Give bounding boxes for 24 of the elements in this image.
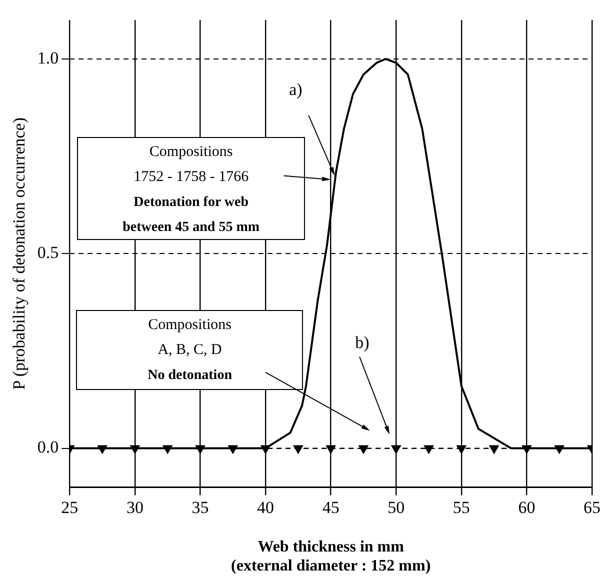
x-tick-label: 45 [322,498,340,517]
x-tick-label: 60 [518,498,536,517]
x-tick-label: 50 [388,498,405,517]
x-tick-label: 55 [452,498,470,517]
annotation: No detonation [146,367,233,386]
annotation: Detonation for web [132,194,250,212]
annotation: between 45 and 55 mm [122,218,261,237]
annotation: 1752 - 1758 - 1766 [132,168,250,187]
annotation: Compositions [147,316,232,336]
x-tick-label: 65 [584,498,600,517]
y-tick-label: 1.0 [37,48,59,68]
annotation: b) [355,333,370,354]
y-axis-title: P (probability of detonation occurrence) [10,117,29,390]
x-axis-title: Web thickness in mm (external diameter : 152 mm) [231,538,431,575]
annotation: a) [289,80,302,100]
x-tick-label: 40 [257,498,274,517]
y-tick-label: 0.5 [37,243,59,262]
annotation: Compositions [148,142,234,162]
x-tick-label: 30 [126,498,144,517]
annotation: A, B, C, D [156,341,223,360]
x-tick-label: 25 [61,498,78,517]
x-tick-label: 35 [192,498,209,517]
text-box: Compositions A, B, C, D No detonation [76,310,304,390]
y-tick-label: 0.0 [37,438,59,457]
